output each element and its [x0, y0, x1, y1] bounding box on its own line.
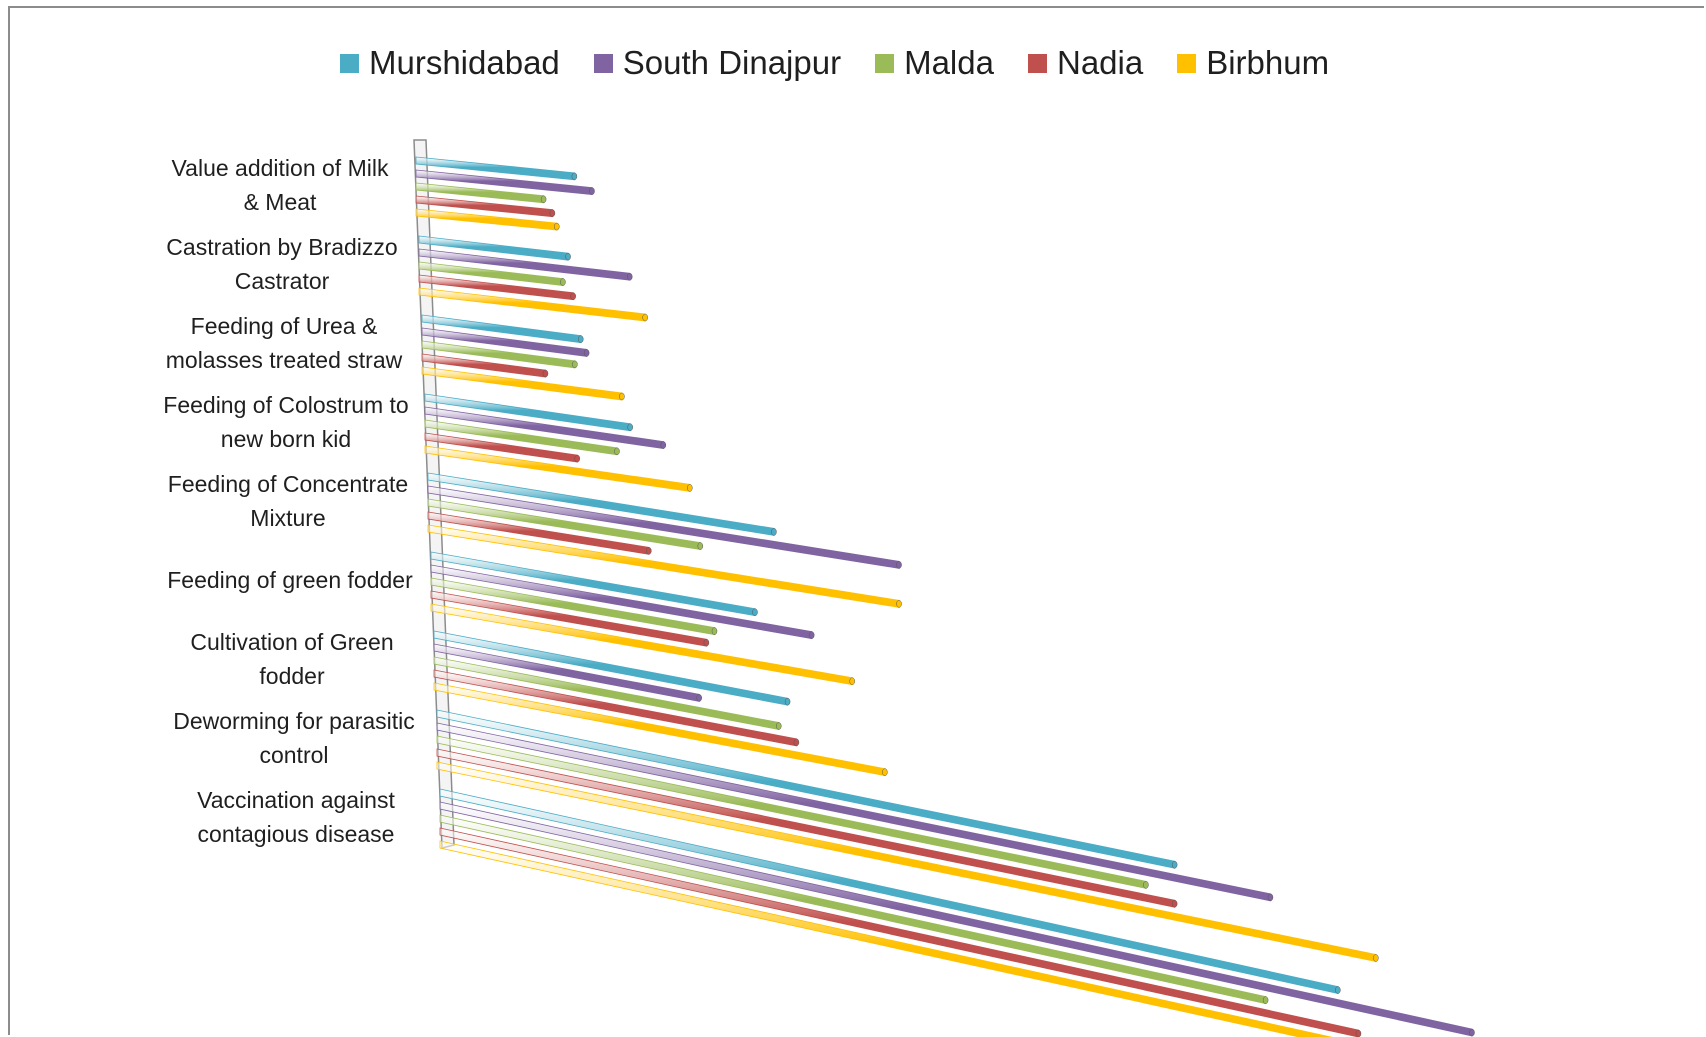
bar-end-cap — [1262, 996, 1269, 1004]
bar-end-cap — [574, 454, 581, 463]
bar-end-cap — [784, 697, 791, 706]
bar-end-cap — [614, 447, 620, 456]
bar-end-cap — [627, 423, 633, 432]
bar-end-cap — [697, 542, 704, 550]
category-label: Value addition of Milk — [172, 155, 389, 181]
bar-end-cap — [1143, 881, 1149, 889]
legend-item-murshidabad: Murshidabad — [340, 44, 560, 82]
legend: Murshidabad South Dinajpur Malda Nadia B… — [340, 44, 1329, 82]
bar-end-cap — [578, 335, 584, 343]
bar-end-cap — [711, 627, 718, 635]
bar-end-cap — [808, 631, 815, 639]
bar-end-cap — [572, 360, 578, 369]
bar — [439, 801, 1473, 1037]
legend-item-birbhum: Birbhum — [1177, 44, 1329, 82]
bar-end-cap — [793, 738, 800, 747]
legend-item-malda: Malda — [875, 44, 994, 82]
bar-end-cap — [687, 484, 693, 492]
category-label: Cultivation of Green — [190, 629, 393, 655]
legend-label-birbhum: Birbhum — [1206, 44, 1330, 81]
bar — [439, 840, 1333, 1037]
bar-end-cap — [571, 172, 578, 181]
bar-end-cap — [703, 638, 710, 647]
bar-end-cap — [542, 369, 549, 378]
legend-swatch-murshidabad — [340, 53, 359, 73]
bar-end-cap — [646, 547, 652, 555]
bar-end-cap — [549, 209, 556, 217]
bar-end-cap — [626, 272, 633, 281]
category-label: contagious disease — [198, 821, 395, 847]
category-label: molasses treated straw — [166, 347, 403, 373]
bar-end-cap — [696, 694, 702, 702]
bar-end-cap — [1171, 860, 1178, 869]
category-label: Feeding of green fodder — [167, 567, 413, 593]
bar — [439, 827, 1359, 1037]
category-label: & Meat — [244, 189, 317, 215]
category-label: Feeding of Concentrate — [168, 471, 408, 497]
bar-end-cap — [642, 313, 648, 322]
bar-end-cap — [589, 187, 595, 195]
legend-swatch-malda — [875, 53, 895, 73]
bar-end-cap — [752, 608, 758, 616]
legend-label-south-dinajpur: South Dinajpur — [622, 44, 842, 81]
bar-end-cap — [896, 600, 902, 608]
category-label: Mixture — [250, 505, 325, 531]
bar-end-cap — [560, 278, 566, 286]
bar-end-cap — [660, 441, 667, 449]
bar-end-cap — [1171, 899, 1178, 908]
legend-swatch-nadia — [1027, 53, 1047, 73]
category-label: Castrator — [235, 268, 330, 294]
bar-end-cap — [882, 768, 888, 776]
category-label: Castration by Bradizzo — [166, 234, 397, 260]
legend-swatch-birbhum — [1177, 53, 1197, 73]
category-label: control — [259, 742, 328, 768]
bar-end-cap — [1355, 1029, 1362, 1037]
legend-label-malda: Malda — [904, 44, 994, 81]
bar-end-cap — [570, 292, 576, 300]
bar-end-cap — [583, 349, 590, 357]
legend-label-nadia: Nadia — [1056, 44, 1144, 81]
legend-item-nadia: Nadia — [1027, 44, 1144, 82]
bar-end-cap — [896, 561, 902, 569]
bar — [430, 577, 715, 636]
category-label: fodder — [259, 663, 325, 689]
bar-end-cap — [849, 677, 855, 685]
category-label: new born kid — [221, 426, 351, 452]
bar-end-cap — [565, 252, 571, 261]
chart-frame — [8, 6, 1704, 1035]
category-label: Deworming for parasitic — [173, 708, 415, 734]
bar-end-cap — [540, 195, 547, 204]
category-label: Feeding of Urea & — [191, 313, 378, 339]
bar-end-cap — [776, 722, 782, 730]
legend-label-murshidabad: Murshidabad — [369, 44, 560, 81]
bar-end-cap — [619, 392, 625, 401]
bar-end-cap — [1335, 986, 1341, 994]
category-label: Feeding of Colostrum to — [163, 392, 408, 418]
bar-end-cap — [1267, 893, 1274, 902]
bar-end-cap — [1373, 954, 1379, 962]
bar-end-cap — [554, 222, 560, 231]
bar-end-cap — [1469, 1028, 1475, 1037]
bar-end-cap — [771, 528, 777, 536]
legend-swatch-south-dinajpur — [593, 53, 613, 73]
category-label: Vaccination against — [197, 787, 395, 813]
legend-item-south-dinajpur: South Dinajpur — [593, 44, 842, 82]
